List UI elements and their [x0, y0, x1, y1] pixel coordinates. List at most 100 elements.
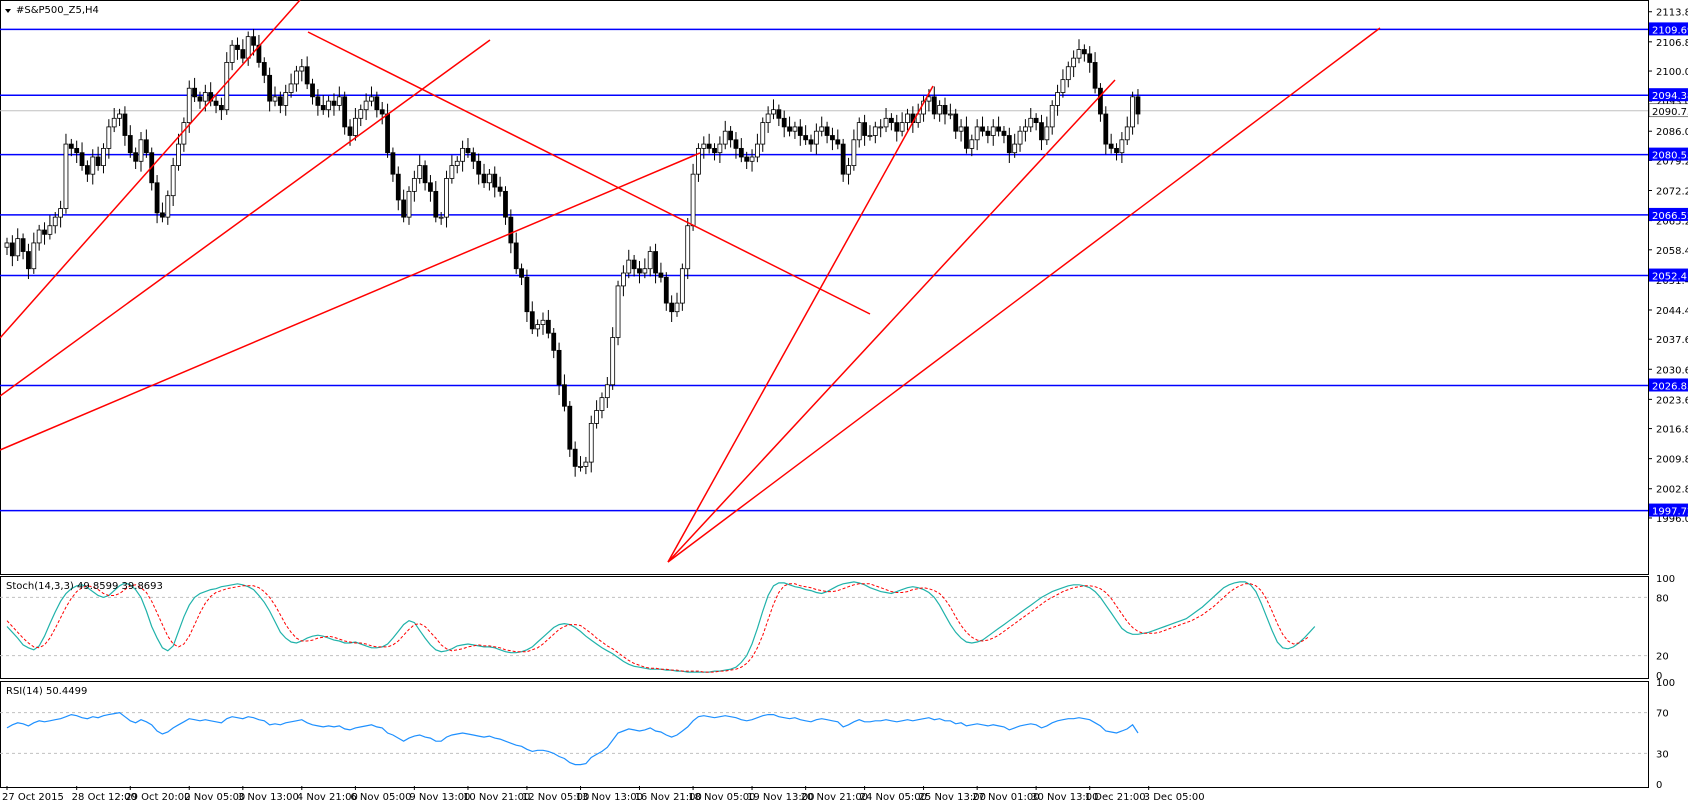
bear-candle: [79, 152, 85, 166]
bull-candle: [905, 113, 910, 124]
time-tick-label: 4 Nov 21:00: [297, 792, 358, 803]
bear-candle: [122, 113, 128, 136]
bear-candle: [744, 156, 750, 162]
bear-candle: [1081, 49, 1087, 55]
bear-candle: [481, 173, 487, 184]
bull-candle: [1012, 143, 1018, 154]
symbol-title: #S&P500_Z5,H4: [16, 5, 99, 16]
bull-candle: [4, 242, 10, 248]
price-tick-label: 2086.00: [1656, 127, 1688, 138]
bull-candle: [679, 268, 685, 304]
bear-candle: [277, 96, 283, 106]
bear-candle: [797, 126, 803, 136]
bull-candle: [294, 70, 299, 85]
bear-candle: [267, 74, 273, 102]
level-price-label: 2094.38: [1652, 91, 1688, 102]
bear-candle: [470, 152, 476, 162]
time-tick-label: 12 Nov 05:00: [522, 792, 589, 803]
bear-candle: [524, 276, 530, 313]
stochastic-label: Stoch(14,3,3) 49.8599 39.8693: [6, 581, 163, 592]
level-price-tag: [1649, 22, 1688, 36]
bear-candle: [706, 143, 712, 149]
stochastic-axis-label: 100: [1656, 574, 1675, 585]
bear-candle: [310, 83, 315, 98]
current-price-label: 2090.75: [1652, 107, 1688, 118]
bull-candle: [411, 178, 417, 192]
bear-candle: [1135, 96, 1141, 115]
price-tick-label: 2044.40: [1656, 306, 1688, 317]
chart-menu-arrow-icon: [5, 9, 11, 13]
rsi-panel-frame: [0, 681, 1649, 788]
bull-candle: [626, 259, 632, 274]
time-tick-label: 16 Nov 21:00: [634, 792, 701, 803]
main-panel-frame: [0, 0, 1649, 575]
bull-candle: [1130, 96, 1135, 128]
bull-candle: [224, 62, 230, 111]
time-tick-label: 18 Nov 05:00: [688, 792, 755, 803]
bear-candle: [980, 126, 985, 132]
bear-candle: [1092, 62, 1098, 89]
bull-candle: [535, 324, 541, 330]
bear-candle: [808, 139, 814, 145]
bear-candle: [235, 44, 240, 50]
price-tick-label: 2037.60: [1656, 335, 1688, 346]
bear-candle: [889, 117, 894, 124]
price-tick-label: 2016.80: [1656, 425, 1688, 436]
bear-candle: [1039, 122, 1044, 141]
bull-candle: [288, 83, 294, 93]
bull-candle: [352, 117, 358, 136]
bear-candle: [942, 105, 948, 115]
bear-candle: [95, 156, 101, 166]
rsi-axis-label: 0: [1656, 780, 1662, 791]
bear-candle: [1033, 117, 1039, 124]
bull-candle: [755, 143, 760, 158]
bear-candle: [422, 165, 428, 184]
rsi-axis-label: 100: [1656, 678, 1675, 689]
stochastic-axis-label: 20: [1656, 652, 1669, 663]
bull-candle: [363, 100, 369, 111]
bull-candle: [685, 225, 691, 270]
rsi-axis-label: 30: [1656, 749, 1669, 760]
bear-candle: [315, 96, 321, 106]
price-tick-label: 2093.00: [1656, 97, 1688, 108]
bull-candle: [58, 208, 63, 218]
bear-candle: [218, 105, 224, 111]
bull-candle: [642, 268, 648, 274]
bull-candle: [540, 319, 546, 325]
bear-candle: [556, 349, 562, 386]
time-tick-label: 2 Nov 05:00: [184, 792, 245, 803]
bear-candle: [1114, 147, 1119, 154]
bear-candle: [428, 182, 433, 192]
bull-candle: [594, 410, 599, 424]
bull-candle: [438, 216, 444, 219]
bull-candle: [1049, 105, 1055, 128]
bull-candle: [444, 178, 449, 218]
bull-candle: [610, 337, 616, 386]
bull-candle: [717, 143, 723, 154]
time-tick-label: 13 Nov 13:00: [576, 792, 643, 803]
bull-candle: [1071, 57, 1077, 68]
trendline: [667, 27, 1381, 563]
bear-candle: [465, 147, 471, 154]
bull-candle: [872, 126, 878, 136]
bull-candle: [674, 302, 680, 313]
bear-candle: [653, 251, 658, 274]
bear-candle: [197, 96, 203, 102]
time-tick-label: 25 Nov 13:00: [919, 792, 986, 803]
trendline: [0, 0, 301, 339]
price-tick-label: 2023.60: [1656, 395, 1688, 406]
price-tick-label: 2106.80: [1656, 38, 1688, 49]
bull-candle: [1055, 92, 1060, 106]
level-price-label: 2066.52: [1652, 211, 1688, 222]
time-tick-label: 19 Nov 13:00: [747, 792, 814, 803]
bull-candle: [52, 216, 58, 227]
bear-candle: [733, 139, 739, 149]
stochastic-axis-label: 80: [1656, 593, 1669, 604]
bear-candle: [1098, 87, 1103, 115]
bear-candle: [824, 126, 830, 136]
bear-candle: [401, 199, 407, 218]
bear-candle: [395, 173, 401, 201]
rsi-line: [6, 711, 1139, 766]
